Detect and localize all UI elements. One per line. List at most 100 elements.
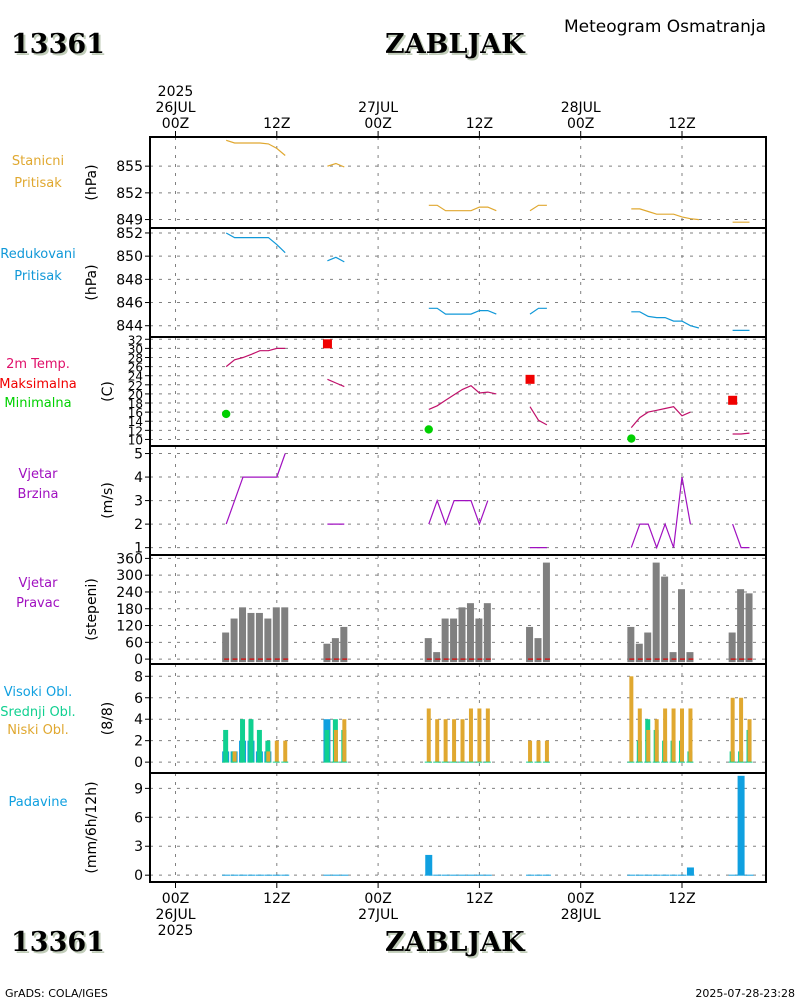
series-line-reduced-pressure xyxy=(529,307,547,315)
wind-dir-bar xyxy=(247,612,255,663)
y-tick-label: 0 xyxy=(134,755,143,771)
series-line-reduced-pressure xyxy=(428,307,497,315)
x-tick-label-top: 28JUL xyxy=(561,100,601,116)
y-tick-label: 848 xyxy=(116,272,143,288)
wind-dir-bar xyxy=(255,612,263,663)
tmax-marker xyxy=(728,395,738,405)
wind-dir-bar xyxy=(483,603,491,663)
y-axis-label: (C) xyxy=(100,381,116,402)
tmin-marker xyxy=(627,434,636,443)
panel-title: Minimalna xyxy=(4,396,71,411)
cloud-low-bar xyxy=(730,697,735,763)
panel-title: Pritisak xyxy=(14,269,62,284)
x-tick-label-bottom: 00Z xyxy=(567,891,594,907)
y-axis-label: (mm/6h/12h) xyxy=(84,781,100,873)
cloud-low-bar xyxy=(468,708,473,763)
cloud-low-bar xyxy=(680,708,684,763)
series-line-temperature xyxy=(732,432,750,435)
panel-title: Pravac xyxy=(16,596,60,611)
x-tick-label-bottom: 12Z xyxy=(263,891,290,907)
y-tick-label: 0 xyxy=(134,868,143,884)
y-tick-label: 846 xyxy=(116,296,143,312)
wind-dir-bar xyxy=(458,607,466,663)
x-tick-label-top: 12Z xyxy=(668,116,695,132)
y-tick-label: 5 xyxy=(134,447,143,463)
y-tick-label: 852 xyxy=(116,186,143,202)
panel-frame xyxy=(149,772,767,883)
y-tick-label: 6 xyxy=(134,691,143,707)
station-name-footer-shadow: ZABLJAK xyxy=(387,929,528,960)
y-tick-label: 855 xyxy=(116,159,143,175)
cloud-low-bar xyxy=(528,740,533,763)
cloud-low-bar xyxy=(452,719,457,763)
station-id-footer: 13361 xyxy=(11,927,105,958)
cloud-low-bar xyxy=(232,751,237,763)
x-tick-label-bottom: 12Z xyxy=(668,891,695,907)
panel-title: Maksimalna xyxy=(0,377,77,392)
cloud-mid-bar xyxy=(223,729,229,763)
y-tick-label: 30 xyxy=(128,342,143,356)
x-tick-label-top: 00Z xyxy=(364,116,391,132)
y-axis-label: (hPa) xyxy=(84,164,100,200)
y-tick-label: 3 xyxy=(134,494,143,510)
y-tick-label: 2 xyxy=(134,517,143,533)
tmin-marker xyxy=(424,425,433,434)
x-tick-label-top: 12Z xyxy=(466,116,493,132)
wind-dir-bar xyxy=(222,632,230,663)
x-tick-label-bottom: 28JUL xyxy=(561,907,601,923)
panel-reduced-pressure: 844 846 848 850 852 Redukovani Pritisak (hPa) xyxy=(0,226,767,338)
panel-title: Vjetar xyxy=(19,576,59,591)
wind-dir-bar xyxy=(534,638,542,663)
y-tick-label: 4 xyxy=(134,470,143,486)
series-line-station-pressure xyxy=(327,162,345,168)
y-tick-label: 3 xyxy=(134,839,143,855)
y-tick-label: 180 xyxy=(116,602,143,618)
wind-dir-bar xyxy=(728,632,736,663)
y-tick-label: 20 xyxy=(128,388,143,402)
panel-title: Visoki Obl. xyxy=(4,685,72,700)
panel-title: Padavine xyxy=(9,795,68,810)
cloud-low-bar xyxy=(544,740,549,763)
wind-dir-bar xyxy=(466,603,474,663)
cloud-low-bar xyxy=(443,719,448,763)
series-line-reduced-pressure xyxy=(327,256,345,263)
y-axis-label: (m/s) xyxy=(100,482,116,519)
x-tick-label-bottom: 27JUL xyxy=(358,907,398,923)
wind-dir-bar xyxy=(652,562,660,663)
series-line-temperature xyxy=(327,378,345,388)
panel-title: 2m Temp. xyxy=(6,357,70,372)
wind-dir-bar xyxy=(340,626,348,663)
wind-dir-bar xyxy=(239,607,247,663)
panel-frame xyxy=(149,336,767,447)
y-tick-label: 28 xyxy=(128,351,143,365)
station-id-footer-shadow: 13361 xyxy=(13,929,107,960)
chart-subtitle: Meteogram Osmatranja xyxy=(564,17,766,37)
cloud-low-bar xyxy=(688,708,693,763)
cloud-low-bar xyxy=(739,697,744,763)
panel-title: Vjetar xyxy=(19,467,59,482)
y-tick-label: 18 xyxy=(128,397,143,411)
panel-wind-speed: 1 2 3 4 5 Vjetar Brzina (m/s) xyxy=(18,445,767,557)
y-tick-label: 120 xyxy=(116,619,143,635)
precip-bar xyxy=(425,854,433,876)
y-axis-label: (8/8) xyxy=(100,702,116,735)
grads-credit: GrADS: COLA/IGES xyxy=(5,987,108,1000)
x-tick-label-top: 00Z xyxy=(567,116,594,132)
cloud-low-bar xyxy=(274,740,279,763)
y-tick-label: 24 xyxy=(128,370,143,384)
wind-dir-bar xyxy=(441,618,449,663)
series-line-temperature xyxy=(225,347,286,368)
series-line-station-pressure xyxy=(529,204,547,212)
cloud-low-bar xyxy=(485,708,490,763)
x-tick-label-bottom: 26JUL xyxy=(156,907,196,923)
y-tick-label: 6 xyxy=(134,810,143,826)
panel-title: Pritisak xyxy=(14,176,62,191)
station-name: ZABLJAK xyxy=(385,29,526,60)
tmin-marker xyxy=(221,409,231,419)
station-name-footer: ZABLJAK xyxy=(385,927,526,958)
series-line-station-pressure xyxy=(428,204,497,212)
panel-title: Redukovani xyxy=(0,247,75,262)
wind-dir-bar xyxy=(542,562,550,663)
